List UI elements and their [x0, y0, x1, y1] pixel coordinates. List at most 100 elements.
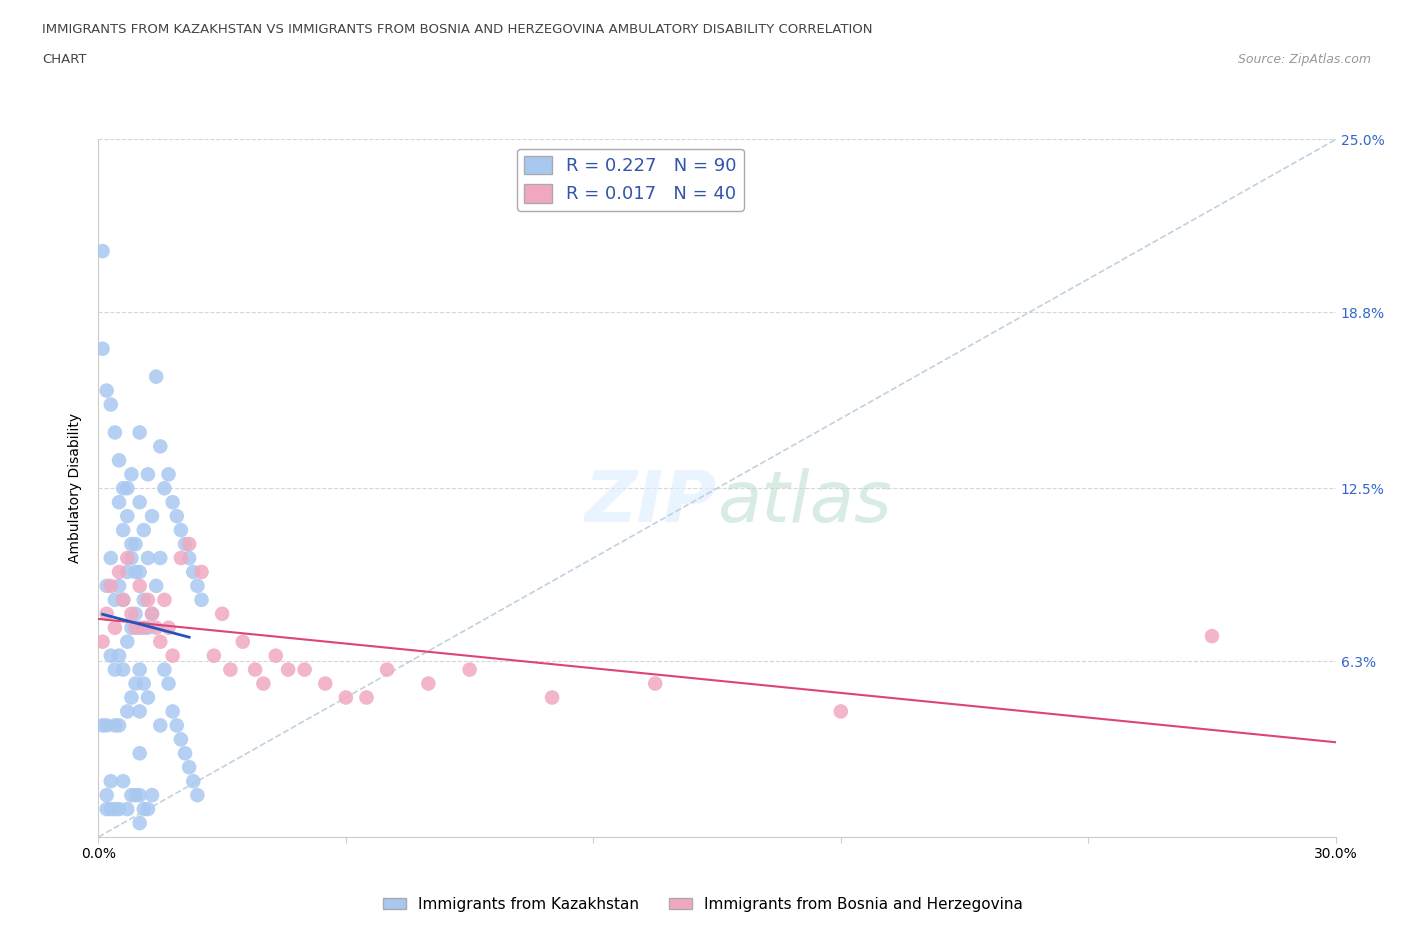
Point — [96, 718, 118, 733]
Point — [179, 537, 201, 551]
Point — [124, 788, 146, 803]
Point — [96, 383, 118, 398]
Point — [252, 676, 274, 691]
Point — [124, 565, 146, 579]
Point — [149, 439, 172, 454]
Point — [136, 802, 159, 817]
Point — [120, 467, 142, 482]
Point — [124, 620, 146, 635]
Point — [104, 802, 127, 817]
Point — [108, 495, 131, 510]
Point — [96, 578, 118, 593]
Point — [104, 620, 127, 635]
Point — [120, 690, 142, 705]
Point — [153, 481, 176, 496]
Point — [149, 718, 172, 733]
Point — [170, 551, 193, 565]
Point — [112, 662, 135, 677]
Point — [136, 690, 159, 705]
Point — [132, 620, 155, 635]
Point — [108, 578, 131, 593]
Point — [96, 606, 118, 621]
Point — [100, 578, 122, 593]
Point — [112, 523, 135, 538]
Point — [141, 606, 163, 621]
Point — [243, 662, 266, 677]
Point — [145, 620, 167, 635]
Point — [100, 802, 122, 817]
Point — [104, 662, 127, 677]
Text: IMMIGRANTS FROM KAZAKHSTAN VS IMMIGRANTS FROM BOSNIA AND HERZEGOVINA AMBULATORY : IMMIGRANTS FROM KAZAKHSTAN VS IMMIGRANTS… — [42, 23, 873, 36]
Point — [124, 676, 146, 691]
Point — [112, 774, 135, 789]
Point — [145, 369, 167, 384]
Point — [219, 662, 242, 677]
Point — [190, 565, 212, 579]
Text: CHART: CHART — [42, 53, 87, 66]
Point — [186, 578, 208, 593]
Point — [91, 341, 114, 356]
Point — [157, 467, 180, 482]
Point — [117, 704, 139, 719]
Point — [117, 509, 139, 524]
Point — [181, 565, 204, 579]
Point — [141, 509, 163, 524]
Point — [162, 648, 184, 663]
Point — [128, 816, 150, 830]
Point — [145, 578, 167, 593]
Point — [108, 648, 131, 663]
Point — [294, 662, 316, 677]
Point — [108, 453, 131, 468]
Point — [277, 662, 299, 677]
Point — [170, 523, 193, 538]
Point — [136, 592, 159, 607]
Point — [541, 690, 564, 705]
Point — [128, 578, 150, 593]
Point — [136, 467, 159, 482]
Text: ZIP: ZIP — [585, 468, 717, 537]
Legend: Immigrants from Kazakhstan, Immigrants from Bosnia and Herzegovina: Immigrants from Kazakhstan, Immigrants f… — [377, 891, 1029, 918]
Point — [166, 509, 188, 524]
Point — [141, 606, 163, 621]
Point — [132, 802, 155, 817]
Point — [117, 481, 139, 496]
Point — [100, 397, 122, 412]
Point — [458, 662, 481, 677]
Point — [232, 634, 254, 649]
Point — [117, 551, 139, 565]
Point — [644, 676, 666, 691]
Point — [174, 746, 197, 761]
Point — [141, 788, 163, 803]
Point — [211, 606, 233, 621]
Point — [149, 634, 172, 649]
Point — [128, 620, 150, 635]
Point — [117, 565, 139, 579]
Point — [96, 802, 118, 817]
Point — [157, 620, 180, 635]
Point — [128, 746, 150, 761]
Point — [162, 704, 184, 719]
Point — [132, 592, 155, 607]
Point — [128, 704, 150, 719]
Point — [100, 648, 122, 663]
Point — [112, 481, 135, 496]
Point — [181, 774, 204, 789]
Point — [149, 551, 172, 565]
Point — [170, 732, 193, 747]
Point — [91, 718, 114, 733]
Point — [314, 676, 336, 691]
Point — [117, 802, 139, 817]
Point — [120, 620, 142, 635]
Point — [108, 718, 131, 733]
Point — [136, 551, 159, 565]
Point — [91, 244, 114, 259]
Point — [132, 676, 155, 691]
Text: atlas: atlas — [717, 468, 891, 537]
Point — [124, 606, 146, 621]
Point — [120, 606, 142, 621]
Point — [174, 537, 197, 551]
Point — [1201, 629, 1223, 644]
Point — [108, 802, 131, 817]
Point — [91, 634, 114, 649]
Point — [157, 676, 180, 691]
